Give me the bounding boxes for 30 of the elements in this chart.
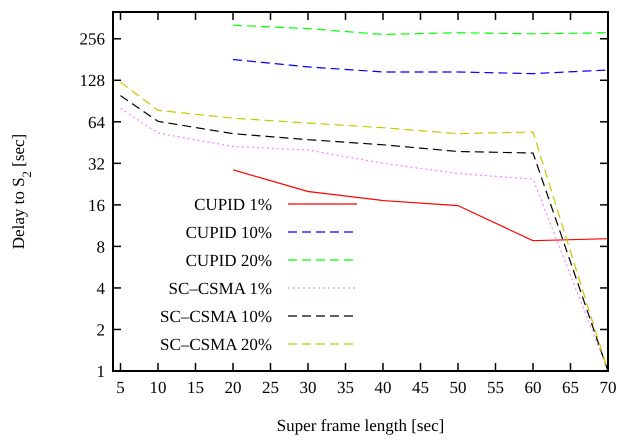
legend-label: CUPID 1%: [194, 194, 272, 214]
x-tick-label: 55: [487, 378, 504, 397]
x-tick-label: 15: [187, 378, 204, 397]
y-tick-label: 4: [96, 278, 106, 298]
y-tick-label: 256: [80, 30, 105, 49]
x-tick-label: 65: [562, 378, 579, 397]
y-tick-label: 1: [96, 362, 105, 381]
x-tick-label: 30: [300, 378, 316, 397]
y-tick-label: 2: [96, 320, 105, 340]
x-tick-label: 50: [450, 378, 466, 397]
x-tick-label: 35: [337, 378, 354, 397]
y-tick-label: 8: [96, 237, 105, 256]
x-axis-title: Super frame length [sec]: [276, 416, 444, 435]
x-tick-label: 5: [116, 378, 125, 397]
y-tick-label: 128: [80, 71, 105, 90]
x-tick-label: 25: [262, 378, 279, 397]
y-tick-label: 16: [88, 196, 105, 215]
legend-label: CUPID 20%: [186, 250, 272, 270]
x-tick-label: 10: [150, 378, 166, 397]
y-tick-label: 32: [88, 154, 105, 174]
x-tick-label: 70: [600, 378, 616, 397]
x-tick-label: 40: [374, 378, 392, 397]
legend-label: SC–CSMA 20%: [160, 334, 272, 354]
y-tick-label: 64: [88, 112, 106, 132]
x-tick-label: 45: [412, 378, 429, 397]
legend-label: SC–CSMA 1%: [168, 278, 272, 298]
legend-label: CUPID 10%: [186, 222, 272, 242]
legend-label: SC–CSMA 10%: [160, 306, 272, 326]
x-tick-label: 60: [524, 378, 542, 397]
x-tick-label: 20: [224, 378, 242, 397]
